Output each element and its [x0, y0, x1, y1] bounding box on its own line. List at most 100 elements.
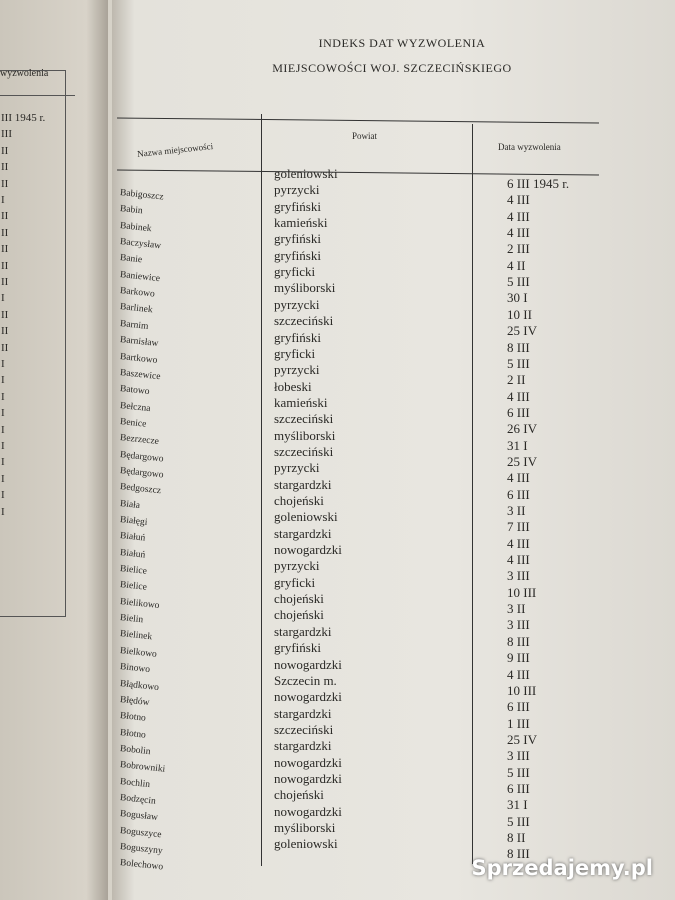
liberation-date: 6 III [507, 404, 530, 420]
liberation-date: 3 II [507, 601, 526, 617]
district: gryficki [274, 345, 316, 361]
date-fragment: II [1, 325, 9, 338]
place-name: Błotno [119, 711, 147, 724]
liberation-date: 8 III [507, 339, 530, 355]
place-name: Babigoszcz [119, 188, 165, 203]
liberation-date: 26 IV [507, 421, 537, 437]
column-header: Nazwa miejscowości [136, 141, 214, 159]
place-name: Błądkowo [119, 678, 160, 693]
liberation-date: 3 III [507, 748, 530, 764]
liberation-date: 6 III 1945 r. [507, 176, 570, 191]
district: chojeński [274, 493, 324, 508]
liberation-date: 4 III [507, 225, 530, 241]
liberation-date: 1 III [507, 715, 530, 731]
place-name: Bodzęcin [119, 792, 157, 807]
liberation-date: 8 II [507, 830, 526, 845]
liberation-date: 25 IV [507, 731, 537, 747]
date-fragment: II [1, 177, 9, 190]
date-fragment: I [1, 423, 5, 436]
place-name: Boguszyny [119, 842, 164, 857]
place-name: Bolechowo [119, 858, 164, 873]
column-divider [472, 124, 473, 864]
liberation-date: 3 II [507, 503, 526, 518]
district: pyrzycki [274, 558, 320, 574]
district: goleniowski [274, 166, 338, 181]
liberation-date: 5 III [507, 764, 530, 780]
header-bottom-rule [117, 169, 599, 176]
date-fragment: I [1, 440, 5, 452]
district: stargardzki [274, 623, 332, 639]
place-name: Barnim [119, 318, 149, 332]
liberation-date: 31 I [507, 437, 528, 453]
table-frame [0, 70, 66, 617]
district: chojeński [274, 591, 324, 607]
district: gryficki [274, 264, 316, 280]
column-header: Data wyzwolenia [498, 142, 561, 152]
district: Szczecin m. [274, 672, 337, 688]
place-name: Bełczna [119, 400, 151, 414]
date-fragment: II [1, 210, 9, 223]
district: myśliborski [274, 820, 336, 835]
date-fragment: I [1, 358, 5, 370]
district: szczeciński [274, 313, 334, 329]
district: myśliborski [274, 280, 336, 296]
liberation-date: 4 III [507, 208, 530, 224]
column-header: Powiat [352, 131, 378, 141]
liberation-date: 7 III [507, 519, 530, 535]
place-name: Białuń [119, 531, 146, 544]
liberation-date: 5 III [507, 355, 530, 371]
liberation-date: 4 III [507, 388, 530, 404]
liberation-date: 6 III [507, 486, 530, 502]
watermark: Sprzedajemy.pl [471, 856, 653, 880]
district: chojeński [274, 787, 324, 803]
district: goleniowski [274, 509, 338, 525]
place-name: Babinek [119, 220, 153, 234]
liberation-date: 9 III [507, 650, 530, 666]
liberation-date: 3 III [507, 617, 530, 633]
district: szczeciński [274, 443, 334, 459]
district: gryfiński [274, 198, 321, 214]
date-fragment: I [1, 194, 5, 206]
district: gryfiński [274, 247, 321, 263]
place-name: Boguszyce [119, 825, 162, 840]
date-fragment: II [1, 144, 9, 157]
liberation-date: 4 III [507, 535, 530, 551]
date-fragment: II [1, 259, 9, 272]
column-header: wyzwolenia [0, 68, 49, 79]
district: stargardzki [274, 525, 332, 541]
district: pyrzycki [274, 182, 320, 198]
liberation-date: 10 II [507, 306, 532, 322]
district: szczeciński [274, 721, 334, 737]
place-name: Biała [119, 498, 141, 511]
liberation-date: 10 III [507, 682, 537, 698]
place-name: Bobolin [119, 743, 151, 758]
liberation-date: 25 IV [507, 323, 537, 339]
district: goleniowski [274, 836, 338, 852]
place-name: Baniewice [119, 269, 161, 284]
date-fragment: I [1, 407, 5, 420]
liberation-date: 31 I [507, 797, 528, 813]
liberation-date: 30 I [507, 290, 528, 306]
district: gryfiński [274, 640, 321, 656]
liberation-date: 5 III [507, 274, 530, 290]
liberation-date: 3 III [507, 568, 530, 584]
date-fragment: III [1, 128, 12, 141]
place-name: Bielikowo [119, 596, 160, 611]
liberation-date: 5 III [507, 813, 530, 829]
district: nowogardzki [274, 656, 342, 672]
date-fragment: I [1, 489, 5, 502]
district: kamieński [274, 215, 328, 231]
place-name: Bartkowo [119, 351, 158, 366]
district: szczeciński [274, 411, 334, 427]
date-fragment: II [1, 308, 9, 321]
left-page: wyzwolenia III 1945 r. III II II II I II II II II… [0, 0, 108, 900]
district: stargardzki [274, 738, 332, 754]
liberation-date: 2 III [507, 241, 530, 257]
column-divider [261, 114, 262, 866]
district: myśliborski [274, 427, 336, 443]
liberation-date: 4 III [507, 192, 530, 208]
place-name: Binowo [119, 662, 151, 676]
liberation-date: 4 II [507, 257, 526, 273]
district: stargardzki [274, 476, 332, 492]
liberation-date: 2 II [507, 372, 526, 388]
